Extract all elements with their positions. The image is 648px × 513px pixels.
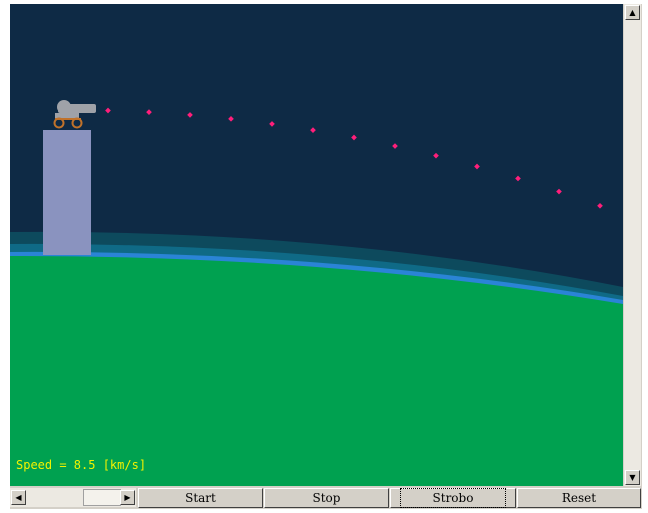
trajectory-point: [187, 112, 193, 118]
strobo-button[interactable]: Strobo: [390, 488, 516, 508]
speed-readout: Speed = 8.5 [km/s]: [16, 458, 147, 472]
stop-button[interactable]: Stop: [264, 488, 389, 508]
triangle-left-icon[interactable]: ◀: [11, 490, 26, 505]
triangle-down-icon[interactable]: ▼: [625, 470, 640, 485]
triangle-up-icon[interactable]: ▲: [625, 5, 640, 20]
cannon-icon: [53, 100, 96, 129]
launch-tower: [43, 130, 91, 255]
reset-button[interactable]: Reset: [517, 488, 641, 508]
speed-scrollbar[interactable]: ◀ ▶: [10, 488, 136, 507]
trajectory-point: [392, 143, 398, 149]
trajectory-points: [105, 107, 603, 209]
trajectory-point: [433, 152, 439, 159]
newton-cannon-applet: Speed = 8.5 [km/s] ▲ ▼ ◀ ▶ Start Stop St…: [10, 4, 642, 509]
triangle-right-icon[interactable]: ▶: [120, 490, 135, 505]
trajectory-point: [515, 175, 521, 182]
simulation-canvas: Speed = 8.5 [km/s]: [10, 4, 623, 486]
trajectory-point: [597, 202, 603, 209]
control-bar: ◀ ▶ Start Stop Strobo Reset: [10, 486, 642, 509]
trajectory-point: [351, 134, 357, 141]
trajectory-point: [146, 109, 152, 115]
speed-scrollbar-thumb[interactable]: [83, 489, 121, 506]
scene-graphics: [10, 100, 623, 486]
trajectory-point: [269, 121, 275, 127]
trajectory-point: [310, 127, 316, 133]
start-button[interactable]: Start: [138, 488, 263, 508]
trajectory-point: [556, 188, 562, 195]
trajectory-point: [474, 163, 480, 170]
vertical-scrollbar[interactable]: ▲ ▼: [624, 4, 641, 486]
earth-ground: [10, 255, 623, 486]
trajectory-point: [228, 116, 234, 122]
trajectory-point: [105, 107, 111, 114]
